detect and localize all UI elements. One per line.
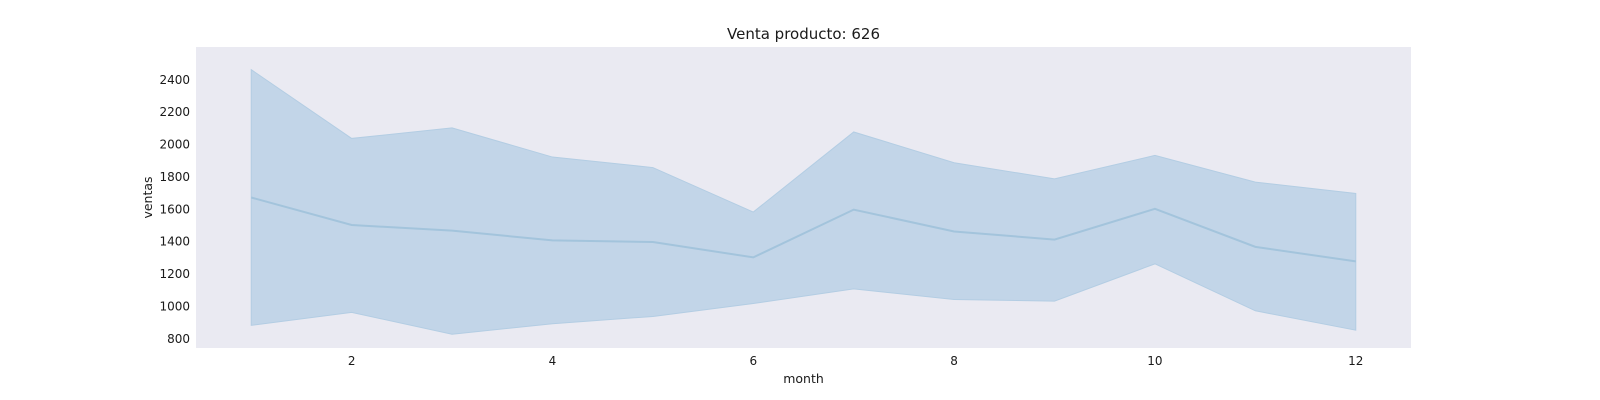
x-axis-ticks: 2 4 6 8 10 12 [348, 354, 1364, 368]
y-tick-label: 800 [167, 332, 190, 346]
y-tick-label: 1800 [159, 170, 190, 184]
x-tick-label: 4 [549, 354, 557, 368]
y-tick-label: 1600 [159, 202, 190, 216]
x-tick-label: 2 [348, 354, 356, 368]
mean-line [250, 196, 1356, 263]
mean-series-line [250, 196, 1356, 263]
y-tick-label: 1200 [159, 267, 190, 281]
x-tick-label: 10 [1147, 354, 1162, 368]
x-tick-label: 8 [950, 354, 958, 368]
y-axis-label: ventas [140, 176, 155, 218]
chart-title: Venta producto: 626 [727, 25, 880, 43]
confidence-band-area [250, 68, 1357, 335]
y-tick-label: 2200 [159, 105, 190, 119]
x-tick-label: 6 [749, 354, 757, 368]
confidence-band [250, 68, 1357, 335]
x-tick-label: 12 [1348, 354, 1363, 368]
x-axis-label: month [783, 371, 824, 386]
y-axis-ticks: 800 1000 1200 1400 1600 1800 2000 2200 2400 [159, 73, 190, 346]
y-tick-label: 1000 [159, 299, 190, 313]
y-tick-label: 1400 [159, 235, 190, 249]
y-tick-label: 2000 [159, 138, 190, 152]
y-tick-label: 2400 [159, 73, 190, 87]
